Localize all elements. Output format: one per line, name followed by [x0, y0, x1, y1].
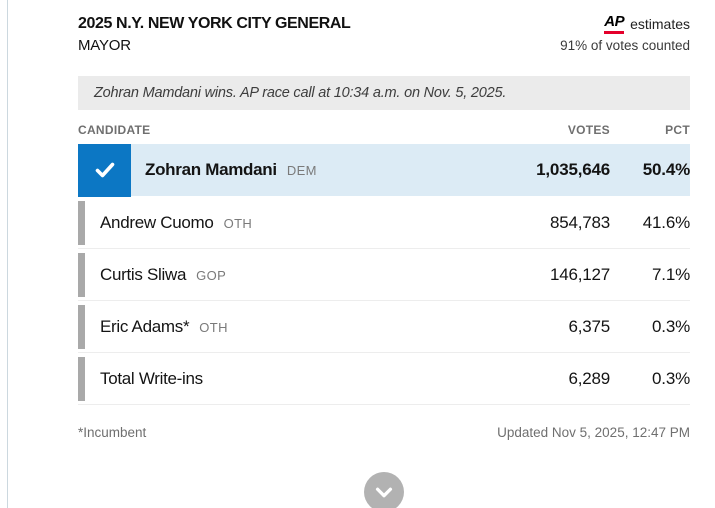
votes-value: 6,375 [568, 316, 610, 336]
candidate-name: Total Write-ins [100, 368, 203, 388]
page-edge-divider [7, 0, 8, 508]
row-marker-bar [78, 356, 85, 401]
votes-value: 1,035,646 [536, 160, 610, 180]
race-office: MAYOR [78, 37, 131, 55]
results-rows: Zohran Mamdani DEM 1,035,646 50.4% Andre… [78, 143, 690, 406]
race-call-text: Zohran Mamdani wins. AP race call at 10:… [94, 85, 507, 102]
candidate-name: Zohran Mamdani [145, 160, 277, 180]
party-label: OTH [199, 319, 228, 335]
pct-value: 7.1% [652, 264, 690, 284]
estimates-label: estimates [630, 16, 690, 32]
column-header-votes: VOTES [567, 123, 610, 138]
result-row: Andrew Cuomo OTH 854,783 41.6% [78, 197, 690, 250]
race-title-block: 2025 N.Y. NEW YORK CITY GENERAL MAYOR [78, 14, 351, 55]
column-header-candidate: CANDIDATE [78, 123, 151, 138]
pct-value: 0.3% [652, 368, 690, 388]
pct-value: 41.6% [642, 212, 690, 232]
result-row: Curtis Sliwa GOP 146,127 7.1% [78, 249, 690, 302]
check-icon [95, 162, 114, 178]
candidate-cell: Eric Adams* OTH [100, 317, 470, 337]
party-label: DEM [286, 163, 317, 179]
row-marker-bar [78, 200, 85, 245]
candidate-cell: Andrew Cuomo OTH [100, 213, 470, 233]
expand-results-button[interactable] [364, 472, 404, 508]
votes-value: 6,289 [568, 368, 610, 388]
column-header-pct: PCT [665, 123, 690, 138]
race-title: 2025 N.Y. NEW YORK CITY GENERAL [78, 15, 351, 32]
candidate-cell: Zohran Mamdani DEM [145, 160, 470, 180]
row-marker-bar [78, 304, 85, 349]
candidate-cell: Total Write-ins [100, 369, 470, 389]
row-marker-bar [78, 252, 85, 297]
result-row: Zohran Mamdani DEM 1,035,646 50.4% [78, 143, 690, 198]
party-label: GOP [196, 267, 227, 283]
result-row: Eric Adams* OTH 6,375 0.3% [78, 301, 690, 354]
results-header: 2025 N.Y. NEW YORK CITY GENERAL MAYOR AP… [78, 14, 690, 54]
votes-value: 146,127 [549, 264, 610, 284]
pct-value: 0.3% [652, 316, 690, 336]
votes-value: 854,783 [549, 212, 610, 232]
candidate-name: Eric Adams* [100, 316, 190, 336]
votes-counted-label: 91% of votes counted [560, 38, 690, 53]
incumbent-note: *Incumbent [78, 425, 147, 441]
candidate-name: Curtis Sliwa [100, 264, 187, 284]
chevron-down-icon [375, 487, 393, 498]
updated-timestamp: Updated Nov 5, 2025, 12:47 PM [497, 425, 690, 441]
party-label: OTH [223, 215, 253, 231]
table-column-headers: CANDIDATE VOTES PCT [78, 110, 690, 144]
winner-check-box [78, 143, 131, 197]
header-meta: AP estimates 91% of votes counted [560, 14, 690, 53]
ap-logo: AP [604, 14, 625, 34]
election-results-widget: 2025 N.Y. NEW YORK CITY GENERAL MAYOR AP… [78, 14, 690, 440]
results-footer: *Incumbent Updated Nov 5, 2025, 12:47 PM [78, 425, 690, 440]
candidate-cell: Curtis Sliwa GOP [100, 265, 470, 285]
candidate-name: Andrew Cuomo [100, 212, 214, 232]
pct-value: 50.4% [642, 160, 690, 180]
result-row: Total Write-ins 6,289 0.3% [78, 353, 690, 406]
race-call-banner: Zohran Mamdani wins. AP race call at 10:… [78, 76, 690, 111]
